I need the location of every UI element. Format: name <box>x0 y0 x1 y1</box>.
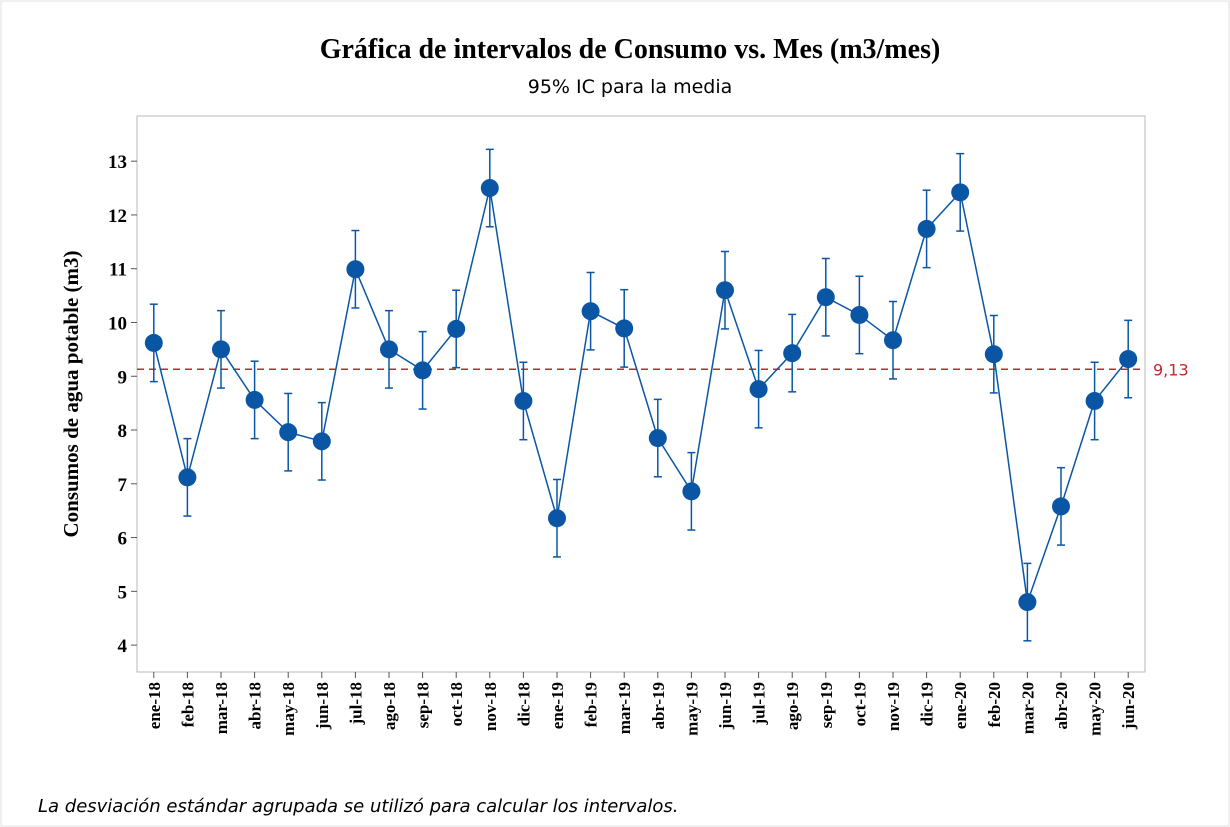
mean-point <box>850 305 869 324</box>
mean-point <box>380 340 398 359</box>
mean-point <box>548 509 566 528</box>
y-tick-label: 5 <box>118 582 128 603</box>
y-tick-label: 12 <box>108 206 127 227</box>
mean-point <box>144 333 163 352</box>
x-tick-label: ene-20 <box>951 682 970 729</box>
y-tick-label: 10 <box>108 313 127 334</box>
mean-point <box>447 319 466 338</box>
x-tick-label: feb-19 <box>582 682 601 727</box>
mean-point <box>682 482 701 501</box>
x-tick-label: jul-18 <box>346 682 365 726</box>
mean-point <box>245 390 264 409</box>
x-tick-label: ene-19 <box>548 682 567 729</box>
x-tick-label: abr-18 <box>246 682 265 730</box>
mean-point <box>884 331 902 350</box>
plot-frame <box>136 115 1146 673</box>
chart-subtitle: 95% IC para la media <box>528 76 733 98</box>
mean-point <box>1085 391 1104 410</box>
x-tick-label: may-20 <box>1086 682 1105 736</box>
chart-title: Gráfica de intervalos de Consumo vs. Mes… <box>320 34 941 65</box>
x-tick-label: jun-20 <box>1119 682 1138 730</box>
x-tick-label: oct-18 <box>447 682 466 726</box>
mean-point <box>917 219 936 238</box>
y-tick-label: 11 <box>109 260 127 281</box>
x-tick-label: sep-18 <box>414 682 433 728</box>
x-tick-label: jun-18 <box>313 682 332 730</box>
x-tick-label: dic-19 <box>918 682 937 726</box>
mean-point <box>312 432 331 451</box>
mean-point <box>648 429 667 448</box>
x-tick-label: mar-20 <box>1018 682 1037 734</box>
y-axis-label: Consumos de agua potable (m3) <box>59 250 83 537</box>
mean-point <box>615 319 634 338</box>
x-tick-label: oct-19 <box>850 682 869 726</box>
x-tick-label: abr-19 <box>649 682 668 730</box>
mean-point <box>279 423 298 442</box>
x-tick-label: dic-18 <box>514 682 533 726</box>
mean-point <box>716 281 734 300</box>
x-tick-label: ago-18 <box>380 682 399 730</box>
x-tick-label: may-19 <box>682 682 701 736</box>
mean-point <box>212 340 230 359</box>
mean-point <box>346 260 365 279</box>
x-tick-label: ene-18 <box>145 682 164 729</box>
x-tick-label: nov-18 <box>481 682 500 731</box>
y-tick-label: 7 <box>118 475 128 496</box>
mean-point <box>951 183 970 202</box>
mean-point <box>1018 593 1037 612</box>
x-tick-label: mar-19 <box>615 682 634 734</box>
mean-point <box>816 288 835 307</box>
y-tick-label: 8 <box>118 421 128 442</box>
x-tick-label: feb-20 <box>985 682 1004 727</box>
y-tick-label: 4 <box>118 636 128 657</box>
y-tick-label: 6 <box>118 529 128 550</box>
mean-point <box>581 302 600 321</box>
mean-point <box>1052 497 1070 516</box>
mean-point <box>178 468 197 487</box>
reference-label: 9,13 <box>1153 360 1189 379</box>
mean-point <box>1119 350 1138 369</box>
x-tick-label: nov-19 <box>884 682 903 731</box>
mean-point <box>783 344 802 363</box>
mean-point <box>480 179 499 198</box>
mean-point <box>413 361 432 380</box>
x-tick-label: may-18 <box>279 682 298 736</box>
x-tick-label: abr-20 <box>1052 682 1071 730</box>
mean-point <box>984 345 1003 364</box>
mean-point <box>749 380 768 399</box>
y-tick-label: 9 <box>118 367 128 388</box>
x-tick-label: sep-19 <box>817 682 836 728</box>
mean-point <box>514 391 533 410</box>
x-tick-label: feb-18 <box>178 682 197 727</box>
x-tick-label: ago-19 <box>783 682 802 730</box>
x-tick-label: jul-19 <box>750 682 769 726</box>
footnote: La desviación estándar agrupada se utili… <box>38 796 678 817</box>
x-tick-label: jun-19 <box>716 682 735 730</box>
x-tick-label: mar-18 <box>212 682 231 734</box>
y-tick-label: 13 <box>108 152 127 173</box>
